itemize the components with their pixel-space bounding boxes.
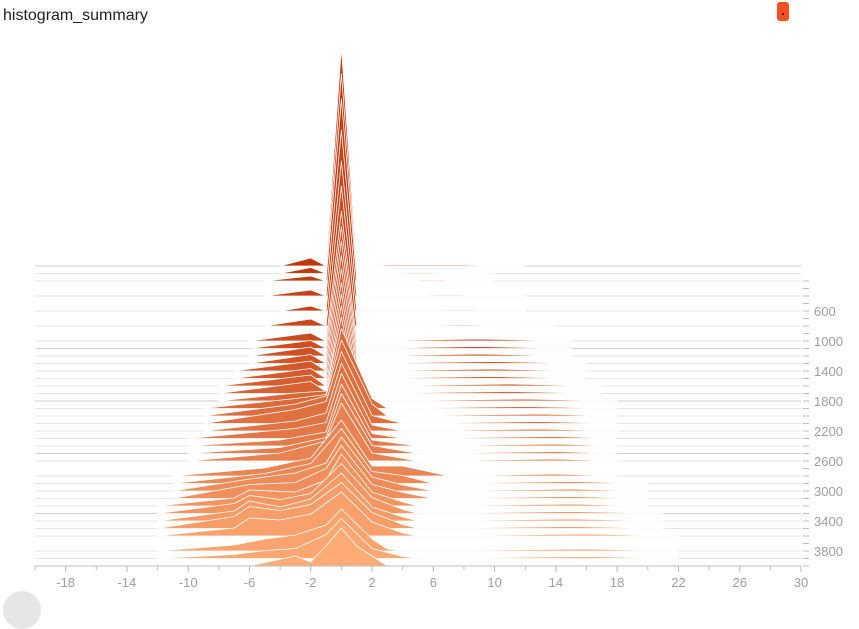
- histogram-ridge-step-2200: [203, 362, 618, 432]
- histogram-ridge-step-600: [279, 160, 526, 312]
- y-tick-label: 600: [814, 304, 836, 319]
- y-axis: 600 1000 1400 1800 2200 2600 3000 3400 3800: [803, 280, 843, 567]
- x-axis: -18 -14 -10 -6 -2 2 6 10 14 18 22 26 30: [34, 565, 808, 590]
- y-tick-label: 3400: [814, 514, 843, 529]
- chart-title: histogram_summary: [3, 7, 148, 24]
- histogram-ridge-step-2000: [203, 339, 618, 417]
- x-tick-label: 10: [487, 575, 501, 590]
- histogram-ridge-step-800: [264, 185, 557, 327]
- histogram-ridge-step-3100: [172, 445, 649, 499]
- x-tick-label: 18: [610, 575, 624, 590]
- y-tick-label: 1800: [814, 394, 843, 409]
- histogram-ridge-step-1600: [218, 293, 603, 387]
- x-tick-label: -6: [244, 575, 256, 590]
- histogram-ridge-step-3000: [172, 436, 649, 492]
- histogram-ridge-step-400: [264, 129, 526, 297]
- histogram-ridge-step-2400: [187, 383, 618, 447]
- x-tick-label: 6: [430, 575, 437, 590]
- y-tick-label: 3000: [814, 484, 843, 499]
- histogram-ridge-step-1900: [203, 328, 618, 409]
- histogram-ridge-step-3900: [157, 518, 679, 559]
- x-tick-label: -2: [305, 575, 317, 590]
- ridges: [157, 47, 679, 567]
- y-tick-label: 2200: [814, 424, 843, 439]
- histogram-chart: -18 -14 -10 -6 -2 2 6 10 14 18 22 26 306001000140018…: [34, 47, 843, 590]
- histogram-ridge-step-3600: [157, 491, 679, 537]
- histogram-ridge-step-2800: [172, 419, 618, 477]
- x-tick-label: 14: [549, 575, 563, 590]
- histogram-ridge-step-2500: [187, 393, 618, 454]
- x-tick-label: 30: [794, 575, 808, 590]
- histogram-ridge-step-1000: [249, 210, 572, 342]
- histogram-ridge-step-3800: [157, 508, 679, 552]
- histogram-ridge-step-100: [279, 73, 495, 274]
- histogram-ridge-step-1500: [233, 282, 587, 379]
- x-tick-label: -18: [56, 575, 75, 590]
- histogram-ridge-step-1200: [249, 240, 572, 357]
- histogram-ridge-step-1100: [249, 226, 572, 349]
- histogram-ridge-step-2100: [203, 351, 618, 424]
- y-tick-label: 1000: [814, 334, 843, 349]
- histogram-ridge-step-200: [264, 98, 495, 282]
- histogram-ridge-step-2600: [187, 402, 618, 462]
- x-tick-label: -10: [179, 575, 198, 590]
- x-tick-label: 2: [368, 575, 375, 590]
- histogram-ridge-step-3200: [157, 453, 649, 507]
- histogram-ridge-step-3300: [157, 463, 664, 514]
- x-tick-label: -14: [118, 575, 137, 590]
- y-tick-label: 1400: [814, 364, 843, 379]
- x-tick-label: 22: [671, 575, 685, 590]
- histogram-ridge-step-4000: [249, 527, 388, 567]
- fab-button[interactable]: [3, 591, 41, 629]
- histogram-ridge-step-3400: [157, 472, 664, 522]
- expand-icon: [782, 13, 784, 15]
- histogram-ridge-step-2300: [187, 373, 618, 439]
- x-tick-label: 26: [732, 575, 746, 590]
- y-tick-label: 3800: [814, 544, 843, 559]
- y-tick-label: 2600: [814, 454, 843, 469]
- histogram-ridge-step-2900: [172, 428, 649, 484]
- expand-button[interactable]: [777, 2, 789, 21]
- histogram-ridge-step-0: [279, 47, 526, 267]
- histogram-ridge-step-3500: [157, 482, 664, 529]
- histogram-ridge-step-1400: [233, 268, 587, 372]
